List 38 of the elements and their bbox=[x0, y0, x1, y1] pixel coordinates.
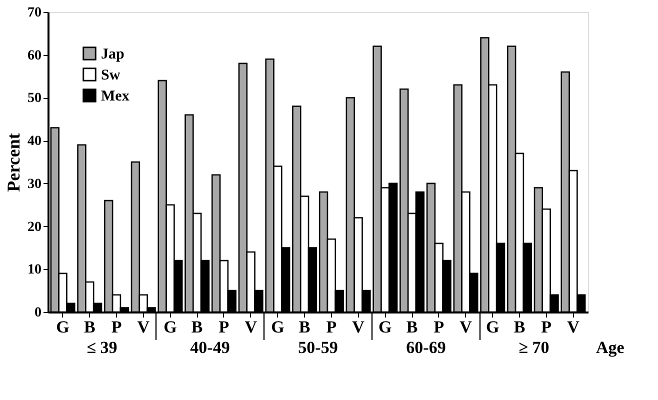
x-tick-label: V bbox=[137, 318, 150, 336]
x-tick-label: G bbox=[378, 318, 392, 336]
x-tick-label: P bbox=[434, 318, 444, 336]
x-tick-label: B bbox=[298, 318, 310, 336]
x-tick-label: P bbox=[111, 318, 122, 336]
x-tick-label: V bbox=[460, 318, 473, 336]
x-tick-label: G bbox=[56, 318, 70, 336]
x-tick-label: V bbox=[352, 318, 366, 336]
x-tick-label: V bbox=[244, 318, 258, 336]
text: ≤ 39 bbox=[86, 338, 118, 357]
x-axis-title: Age bbox=[596, 338, 625, 357]
x-tick-label: V bbox=[567, 318, 580, 336]
x-tick-label: G bbox=[271, 318, 284, 336]
x-tick-label: B bbox=[514, 318, 526, 336]
y-tick-label: 0 bbox=[34, 306, 42, 320]
y-tick-label: 10 bbox=[28, 262, 42, 278]
y-tick-label: 70 bbox=[28, 6, 42, 20]
x-tick-label: G bbox=[164, 318, 177, 336]
y-tick-label: 20 bbox=[28, 220, 42, 235]
y-tick-label: 60 bbox=[28, 48, 42, 64]
legend-label: Sw bbox=[101, 68, 120, 84]
x-tick-label: B bbox=[406, 318, 418, 336]
x-tick-label: P bbox=[541, 318, 552, 336]
x-tick-label: P bbox=[218, 318, 230, 336]
text: 60-69 bbox=[406, 338, 446, 357]
y-axis-title: Percent bbox=[4, 133, 24, 192]
y-tick-label: 40 bbox=[28, 134, 42, 150]
y-tick-label: 30 bbox=[28, 176, 42, 192]
text: 50-59 bbox=[298, 338, 338, 357]
x-tick-label: B bbox=[191, 318, 203, 336]
text: ≥ 70 bbox=[518, 338, 550, 357]
x-tick-label: B bbox=[84, 318, 96, 336]
legend-label: Jap bbox=[101, 46, 124, 62]
legend-label: Mex bbox=[101, 88, 130, 104]
text: 40-49 bbox=[190, 338, 230, 357]
y-tick-label: 50 bbox=[28, 91, 42, 106]
x-tick-label: P bbox=[326, 318, 337, 336]
x-tick-label: G bbox=[486, 318, 500, 336]
